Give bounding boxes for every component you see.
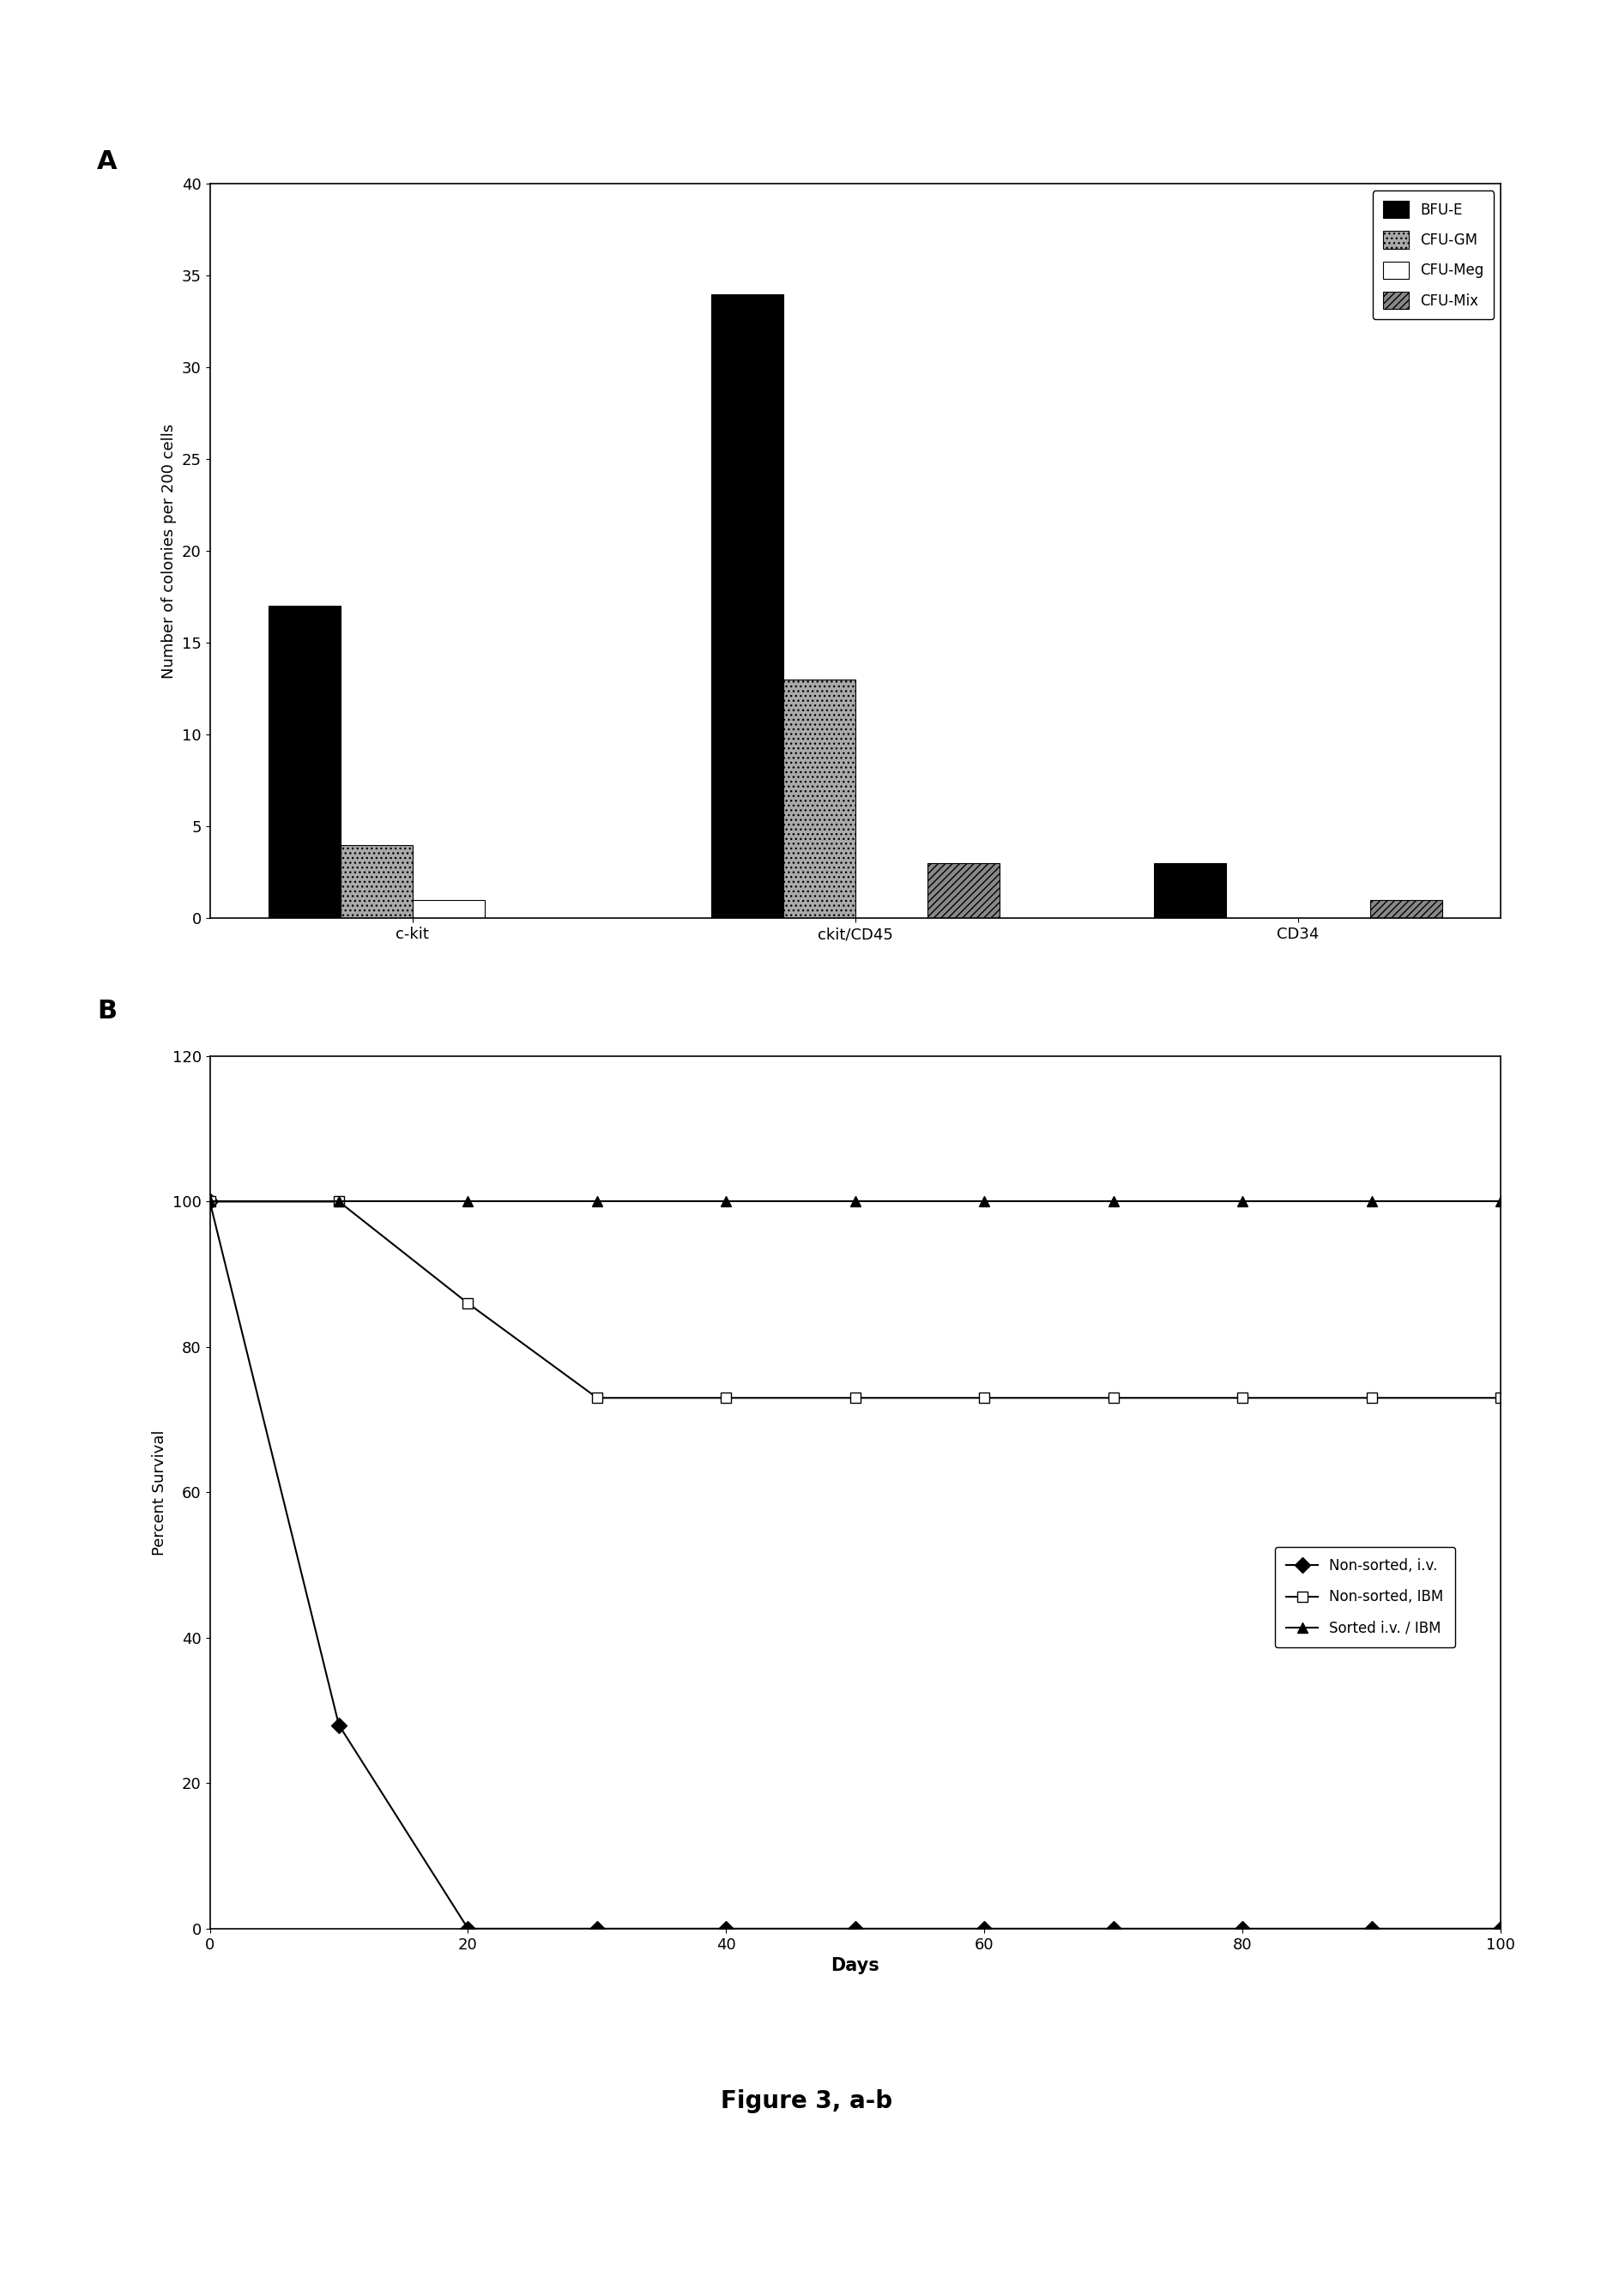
Sorted i.v. / IBM bbox=[329, 1187, 348, 1215]
Sorted i.v. / IBM bbox=[1361, 1187, 1381, 1215]
Non-sorted, i.v. bbox=[200, 1187, 219, 1215]
Y-axis label: Percent Survival: Percent Survival bbox=[152, 1430, 168, 1554]
Non-sorted, IBM bbox=[587, 1384, 606, 1412]
Non-sorted, IBM bbox=[716, 1384, 736, 1412]
Non-sorted, IBM bbox=[1361, 1384, 1381, 1412]
Non-sorted, IBM bbox=[845, 1384, 865, 1412]
Line: Non-sorted, i.v.: Non-sorted, i.v. bbox=[205, 1196, 1505, 1933]
Sorted i.v. / IBM bbox=[200, 1187, 219, 1215]
Non-sorted, i.v. bbox=[716, 1915, 736, 1942]
Sorted i.v. / IBM bbox=[587, 1187, 606, 1215]
Bar bbox=[340, 845, 413, 918]
Sorted i.v. / IBM bbox=[458, 1187, 477, 1215]
Sorted i.v. / IBM bbox=[1490, 1187, 1510, 1215]
Sorted i.v. / IBM bbox=[1103, 1187, 1123, 1215]
Legend: BFU-E, CFU-GM, CFU-Meg, CFU-Mix: BFU-E, CFU-GM, CFU-Meg, CFU-Mix bbox=[1373, 191, 1494, 319]
Non-sorted, IBM bbox=[1103, 1384, 1123, 1412]
Y-axis label: Number of colonies per 200 cells: Number of colonies per 200 cells bbox=[161, 422, 177, 680]
Legend: Non-sorted, i.v., Non-sorted, IBM, Sorted i.v. / IBM: Non-sorted, i.v., Non-sorted, IBM, Sorte… bbox=[1274, 1548, 1455, 1649]
Non-sorted, i.v. bbox=[845, 1915, 865, 1942]
Non-sorted, i.v. bbox=[1232, 1915, 1252, 1942]
Non-sorted, i.v. bbox=[1361, 1915, 1381, 1942]
Bar bbox=[927, 863, 998, 918]
Non-sorted, i.v. bbox=[587, 1915, 606, 1942]
X-axis label: Days: Days bbox=[831, 1956, 879, 1975]
Non-sorted, IBM bbox=[1490, 1384, 1510, 1412]
Non-sorted, IBM bbox=[974, 1384, 994, 1412]
Bar bbox=[711, 294, 782, 918]
Bar bbox=[782, 680, 855, 918]
Sorted i.v. / IBM bbox=[716, 1187, 736, 1215]
Non-sorted, IBM bbox=[458, 1290, 477, 1318]
Sorted i.v. / IBM bbox=[974, 1187, 994, 1215]
Non-sorted, i.v. bbox=[329, 1711, 348, 1738]
Line: Sorted i.v. / IBM: Sorted i.v. / IBM bbox=[205, 1196, 1505, 1208]
Bar bbox=[1369, 900, 1442, 918]
Non-sorted, i.v. bbox=[1103, 1915, 1123, 1942]
Non-sorted, i.v. bbox=[458, 1915, 477, 1942]
Text: Figure 3, a-b: Figure 3, a-b bbox=[721, 2089, 892, 2112]
Sorted i.v. / IBM bbox=[845, 1187, 865, 1215]
Bar bbox=[413, 900, 484, 918]
Text: B: B bbox=[97, 999, 116, 1024]
Text: A: A bbox=[97, 149, 118, 174]
Non-sorted, IBM bbox=[200, 1187, 219, 1215]
Line: Non-sorted, IBM: Non-sorted, IBM bbox=[205, 1196, 1505, 1403]
Sorted i.v. / IBM bbox=[1232, 1187, 1252, 1215]
Non-sorted, i.v. bbox=[974, 1915, 994, 1942]
Non-sorted, i.v. bbox=[1490, 1915, 1510, 1942]
Non-sorted, IBM bbox=[1232, 1384, 1252, 1412]
Bar bbox=[1153, 863, 1226, 918]
Non-sorted, IBM bbox=[329, 1187, 348, 1215]
Bar bbox=[268, 606, 340, 918]
